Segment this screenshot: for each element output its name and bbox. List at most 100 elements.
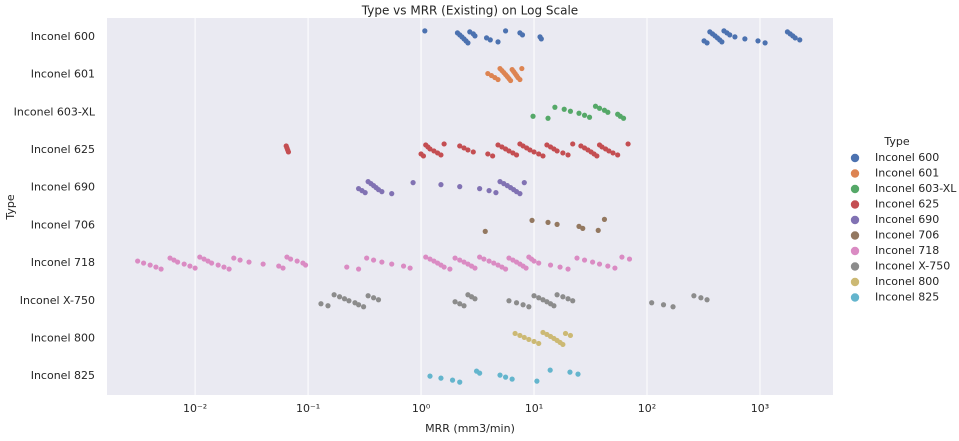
- point: [276, 263, 282, 269]
- point: [531, 258, 537, 264]
- point: [670, 304, 676, 310]
- point: [461, 303, 467, 309]
- point: [536, 340, 542, 347]
- point: [472, 33, 478, 39]
- point: [493, 190, 499, 196]
- point: [534, 378, 540, 384]
- point: [502, 266, 509, 272]
- point: [379, 189, 385, 195]
- point: [565, 296, 571, 302]
- point: [619, 254, 625, 260]
- legend-label: Inconel 706: [875, 229, 939, 242]
- y-tick-label: Inconel 601: [31, 68, 95, 81]
- legend-label: Inconel 718: [875, 244, 939, 257]
- point: [495, 262, 501, 268]
- point: [482, 228, 488, 234]
- point: [625, 141, 631, 147]
- point: [596, 105, 603, 111]
- point: [485, 151, 491, 157]
- point: [422, 28, 428, 34]
- point: [441, 141, 447, 147]
- point: [472, 265, 478, 271]
- point: [287, 256, 294, 262]
- point: [260, 261, 266, 267]
- point: [576, 110, 582, 116]
- point: [590, 259, 596, 265]
- point: [513, 152, 520, 158]
- point: [231, 255, 237, 261]
- point: [457, 379, 463, 385]
- point: [526, 304, 532, 310]
- legend-marker: [850, 246, 860, 256]
- point: [187, 263, 193, 269]
- point: [506, 255, 512, 261]
- point: [486, 188, 492, 194]
- point: [477, 370, 483, 376]
- point: [495, 39, 501, 45]
- y-tick-label: Inconel 625: [31, 143, 95, 156]
- point: [601, 216, 608, 222]
- point: [465, 147, 471, 153]
- chart-title: Type vs MRR (Existing) on Log Scale: [361, 4, 578, 18]
- point: [487, 37, 493, 43]
- point: [410, 180, 416, 186]
- point: [237, 257, 243, 263]
- point: [135, 258, 141, 264]
- point: [364, 255, 370, 261]
- point: [490, 153, 496, 159]
- point: [580, 225, 586, 231]
- x-tick-label: 10²: [638, 402, 656, 415]
- point: [438, 182, 444, 188]
- point: [370, 257, 377, 263]
- point: [331, 292, 337, 298]
- point: [519, 65, 525, 72]
- point: [606, 148, 612, 154]
- point: [506, 298, 512, 304]
- point: [502, 374, 509, 380]
- point: [470, 149, 476, 155]
- x-tick-label: 10⁻²: [183, 402, 207, 415]
- point: [755, 38, 761, 44]
- point: [201, 256, 207, 262]
- point: [360, 304, 367, 310]
- point: [594, 153, 600, 159]
- point: [407, 265, 413, 271]
- point: [565, 152, 571, 158]
- point: [557, 264, 563, 270]
- point: [517, 332, 523, 339]
- point: [536, 295, 542, 301]
- y-tick-label: Inconel 600: [31, 30, 95, 43]
- point: [355, 302, 362, 308]
- point: [285, 149, 292, 155]
- x-tick-label: 10³: [751, 402, 769, 415]
- point: [581, 257, 588, 263]
- point: [562, 330, 569, 337]
- point: [626, 256, 633, 262]
- y-tick-label: Inconel 706: [31, 218, 95, 231]
- point: [527, 147, 533, 153]
- point: [302, 262, 309, 268]
- point: [704, 40, 710, 46]
- point: [732, 34, 738, 40]
- point: [615, 152, 621, 158]
- y-tick-label: Inconel 825: [31, 369, 95, 382]
- point: [605, 109, 611, 115]
- point: [447, 266, 453, 272]
- point: [192, 265, 198, 271]
- point: [158, 266, 164, 272]
- point: [491, 260, 497, 266]
- point: [538, 36, 544, 42]
- point: [540, 153, 546, 159]
- x-tick-label: 10⁻¹: [296, 402, 320, 415]
- legend-marker: [850, 215, 860, 225]
- point: [512, 330, 518, 337]
- point: [649, 300, 655, 306]
- point: [427, 373, 433, 379]
- point: [570, 141, 576, 147]
- point: [517, 191, 523, 197]
- point: [507, 77, 514, 84]
- point: [389, 261, 395, 267]
- point: [449, 377, 456, 383]
- point: [375, 297, 382, 303]
- point: [560, 341, 566, 348]
